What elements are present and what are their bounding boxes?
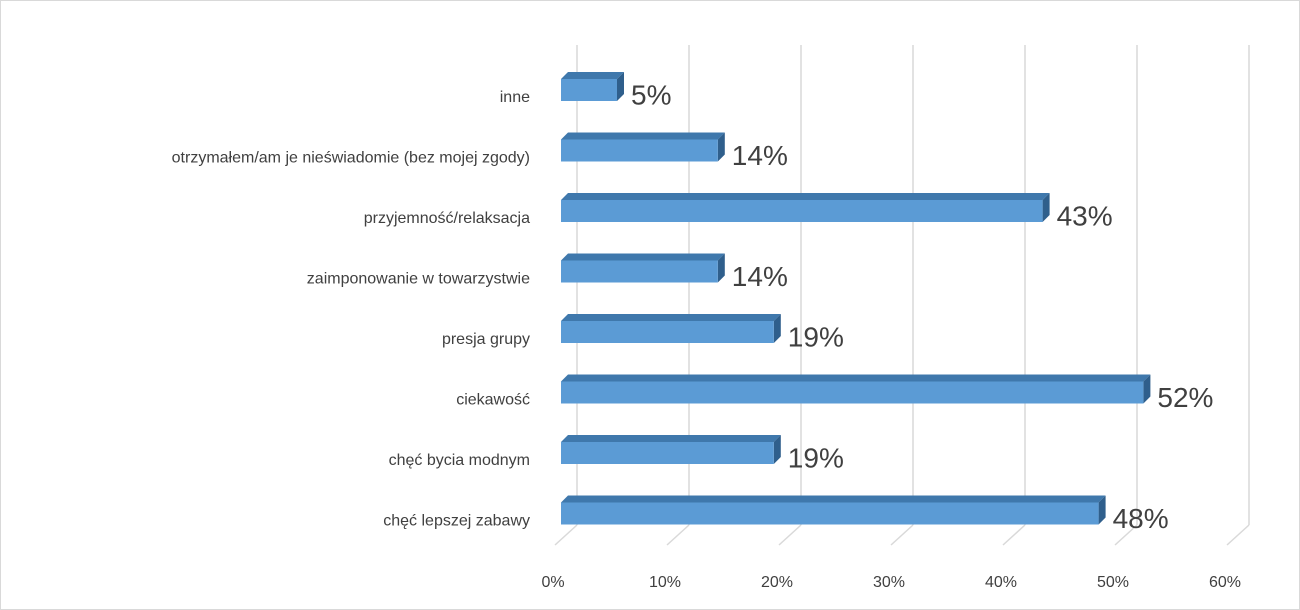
value-label: 14% bbox=[732, 261, 788, 292]
bar bbox=[561, 381, 1144, 404]
bar-side bbox=[773, 435, 781, 464]
bar-top bbox=[561, 193, 1050, 200]
bar-top bbox=[561, 435, 781, 442]
value-label: 14% bbox=[732, 140, 788, 171]
value-label: 43% bbox=[1057, 200, 1113, 231]
value-label: 52% bbox=[1157, 382, 1213, 413]
x-tick-label: 10% bbox=[649, 574, 681, 591]
grid-line-floor bbox=[890, 524, 914, 546]
grid-line-floor bbox=[1002, 524, 1026, 546]
value-label: 5% bbox=[631, 79, 671, 110]
grid-line-floor bbox=[666, 524, 690, 546]
x-tick-label: 20% bbox=[761, 574, 793, 591]
bar-top bbox=[561, 314, 781, 321]
category-label: presja grupy bbox=[442, 331, 530, 348]
bar bbox=[561, 321, 774, 343]
grid-line-floor bbox=[554, 524, 578, 546]
value-label: 19% bbox=[788, 321, 844, 352]
category-label: chęć bycia modnym bbox=[389, 452, 530, 469]
x-tick-label: 60% bbox=[1209, 574, 1241, 591]
x-tick-label: 40% bbox=[985, 574, 1017, 591]
bar-top bbox=[561, 374, 1151, 382]
value-label: 48% bbox=[1113, 503, 1169, 534]
bar-top bbox=[561, 495, 1106, 503]
bar-side bbox=[773, 314, 781, 343]
category-label: inne bbox=[500, 89, 530, 106]
bar-top bbox=[561, 253, 725, 261]
category-label: przyjemność/relaksacja bbox=[364, 210, 530, 227]
bar-side bbox=[717, 132, 725, 162]
bar bbox=[561, 502, 1099, 525]
bar-top bbox=[561, 72, 624, 79]
grid-line-floor bbox=[1226, 524, 1250, 546]
bar bbox=[561, 139, 718, 162]
bar bbox=[561, 260, 718, 283]
x-tick-label: 50% bbox=[1097, 574, 1129, 591]
x-tick-label: 30% bbox=[873, 574, 905, 591]
bar-side bbox=[617, 72, 624, 101]
bar-side bbox=[1098, 495, 1106, 525]
grid-line-floor bbox=[778, 524, 802, 546]
category-label: otrzymałem/am je nieświadomie (bez mojej… bbox=[172, 150, 530, 167]
bar-side bbox=[717, 253, 725, 283]
bar bbox=[561, 79, 617, 101]
grid-line-floor bbox=[1114, 524, 1138, 546]
bar-top bbox=[561, 132, 725, 140]
bar-side bbox=[1042, 193, 1050, 222]
x-tick-label: 0% bbox=[541, 574, 564, 591]
bar bbox=[561, 200, 1043, 222]
value-label: 19% bbox=[788, 442, 844, 473]
category-label: ciekawość bbox=[456, 392, 530, 409]
category-label: zaimponowanie w towarzystwie bbox=[307, 271, 530, 288]
bar bbox=[561, 442, 774, 464]
bar-side bbox=[1143, 374, 1151, 404]
category-label: chęć lepszej zabawy bbox=[383, 513, 530, 530]
